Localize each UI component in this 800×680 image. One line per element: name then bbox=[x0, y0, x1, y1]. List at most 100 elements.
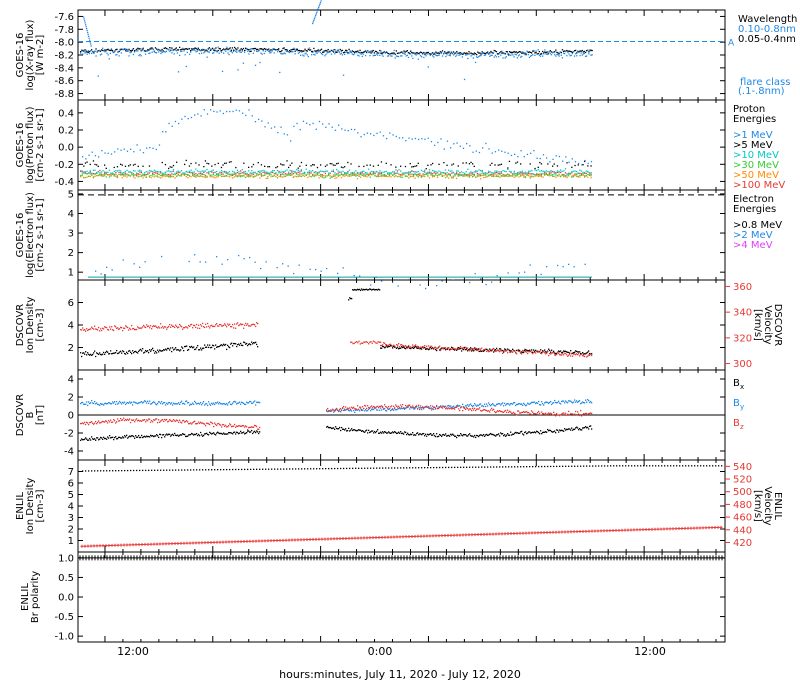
xray-point bbox=[151, 51, 153, 53]
by-point bbox=[421, 408, 423, 411]
proton-point bbox=[568, 172, 570, 175]
by-point bbox=[391, 409, 393, 411]
proton-point bbox=[489, 173, 491, 176]
by-point bbox=[340, 411, 342, 413]
xray-point bbox=[576, 55, 578, 57]
proton-point bbox=[480, 178, 482, 180]
bz-point bbox=[401, 405, 403, 408]
proton-point bbox=[110, 174, 112, 176]
proton-point bbox=[414, 172, 416, 175]
xray-point bbox=[329, 50, 331, 53]
electron-point bbox=[425, 287, 427, 290]
proton-point bbox=[380, 172, 383, 175]
density-point bbox=[150, 350, 152, 352]
bz-point bbox=[397, 406, 399, 408]
proton-point bbox=[540, 173, 543, 175]
proton-point bbox=[195, 173, 197, 175]
density-point bbox=[191, 345, 193, 348]
by-point bbox=[233, 401, 235, 403]
xray-point bbox=[304, 53, 306, 55]
xray-point bbox=[470, 52, 472, 54]
velocity-point bbox=[362, 342, 364, 344]
bx-point bbox=[175, 434, 177, 436]
proton-point bbox=[577, 172, 579, 174]
proton-point bbox=[472, 151, 474, 153]
proton-point bbox=[188, 165, 191, 167]
xray-point bbox=[341, 54, 344, 56]
xray-point bbox=[507, 53, 510, 55]
proton-point bbox=[214, 177, 216, 179]
density-point bbox=[225, 343, 227, 346]
proton-point bbox=[102, 170, 104, 172]
density-point bbox=[553, 350, 555, 352]
bz-point bbox=[139, 420, 141, 422]
proton-point bbox=[555, 176, 557, 178]
proton-point bbox=[86, 161, 88, 163]
xray-point bbox=[456, 50, 458, 53]
density-point bbox=[155, 350, 157, 353]
by-point bbox=[137, 403, 139, 405]
bx-point bbox=[225, 433, 227, 435]
proton-point bbox=[192, 173, 194, 175]
by-point bbox=[184, 403, 186, 405]
proton-point bbox=[190, 175, 192, 178]
bz-point bbox=[246, 426, 248, 428]
xray-point bbox=[138, 54, 140, 57]
bz-point bbox=[408, 404, 410, 406]
xray-point bbox=[424, 53, 426, 56]
bx-point bbox=[368, 429, 370, 432]
proton-point bbox=[318, 177, 320, 179]
proton-point bbox=[107, 171, 109, 173]
bx-point bbox=[197, 434, 199, 437]
by-point bbox=[204, 404, 206, 406]
proton-point bbox=[382, 135, 385, 137]
proton-point bbox=[176, 172, 178, 175]
xray-point bbox=[476, 56, 478, 58]
proton-point bbox=[404, 175, 407, 177]
proton-point bbox=[297, 169, 299, 172]
proton-point bbox=[523, 173, 525, 175]
by-point bbox=[167, 403, 169, 405]
density-point bbox=[373, 288, 375, 290]
bz-point bbox=[332, 408, 334, 411]
xray-point bbox=[319, 1, 322, 4]
proton-point bbox=[475, 150, 477, 152]
proton-point bbox=[198, 170, 200, 173]
bz-point bbox=[190, 422, 192, 424]
density-point bbox=[188, 348, 190, 351]
xray-point bbox=[478, 52, 480, 54]
density-point bbox=[215, 344, 217, 346]
velocity-point bbox=[530, 350, 532, 352]
xray-point bbox=[166, 48, 169, 50]
proton-point bbox=[414, 171, 416, 173]
electron-point bbox=[375, 276, 377, 279]
bz-point bbox=[338, 410, 340, 413]
proton-point bbox=[400, 174, 402, 177]
proton-point bbox=[577, 164, 579, 166]
density-point bbox=[256, 343, 258, 346]
proton-point bbox=[513, 176, 515, 179]
density-point bbox=[125, 353, 127, 355]
bz-point bbox=[230, 424, 232, 426]
xray-point bbox=[568, 50, 570, 52]
density-point bbox=[141, 350, 143, 352]
proton-point bbox=[494, 151, 497, 153]
xray-point bbox=[93, 52, 95, 55]
proton-point bbox=[476, 172, 479, 175]
electron-point bbox=[540, 273, 542, 276]
proton-point bbox=[582, 171, 584, 173]
xray-point bbox=[301, 51, 303, 53]
density-point bbox=[382, 345, 384, 348]
proton-point bbox=[129, 171, 131, 173]
proton-point bbox=[278, 171, 280, 174]
velocity-point bbox=[135, 328, 137, 331]
proton-point bbox=[150, 176, 152, 179]
proton-point bbox=[188, 174, 191, 177]
proton-point bbox=[392, 171, 394, 173]
xray-point bbox=[220, 49, 223, 52]
density-point bbox=[229, 346, 231, 349]
bz-point bbox=[329, 410, 331, 412]
electron-point bbox=[491, 281, 493, 283]
velocity-point bbox=[518, 350, 520, 352]
proton-point bbox=[395, 166, 397, 168]
